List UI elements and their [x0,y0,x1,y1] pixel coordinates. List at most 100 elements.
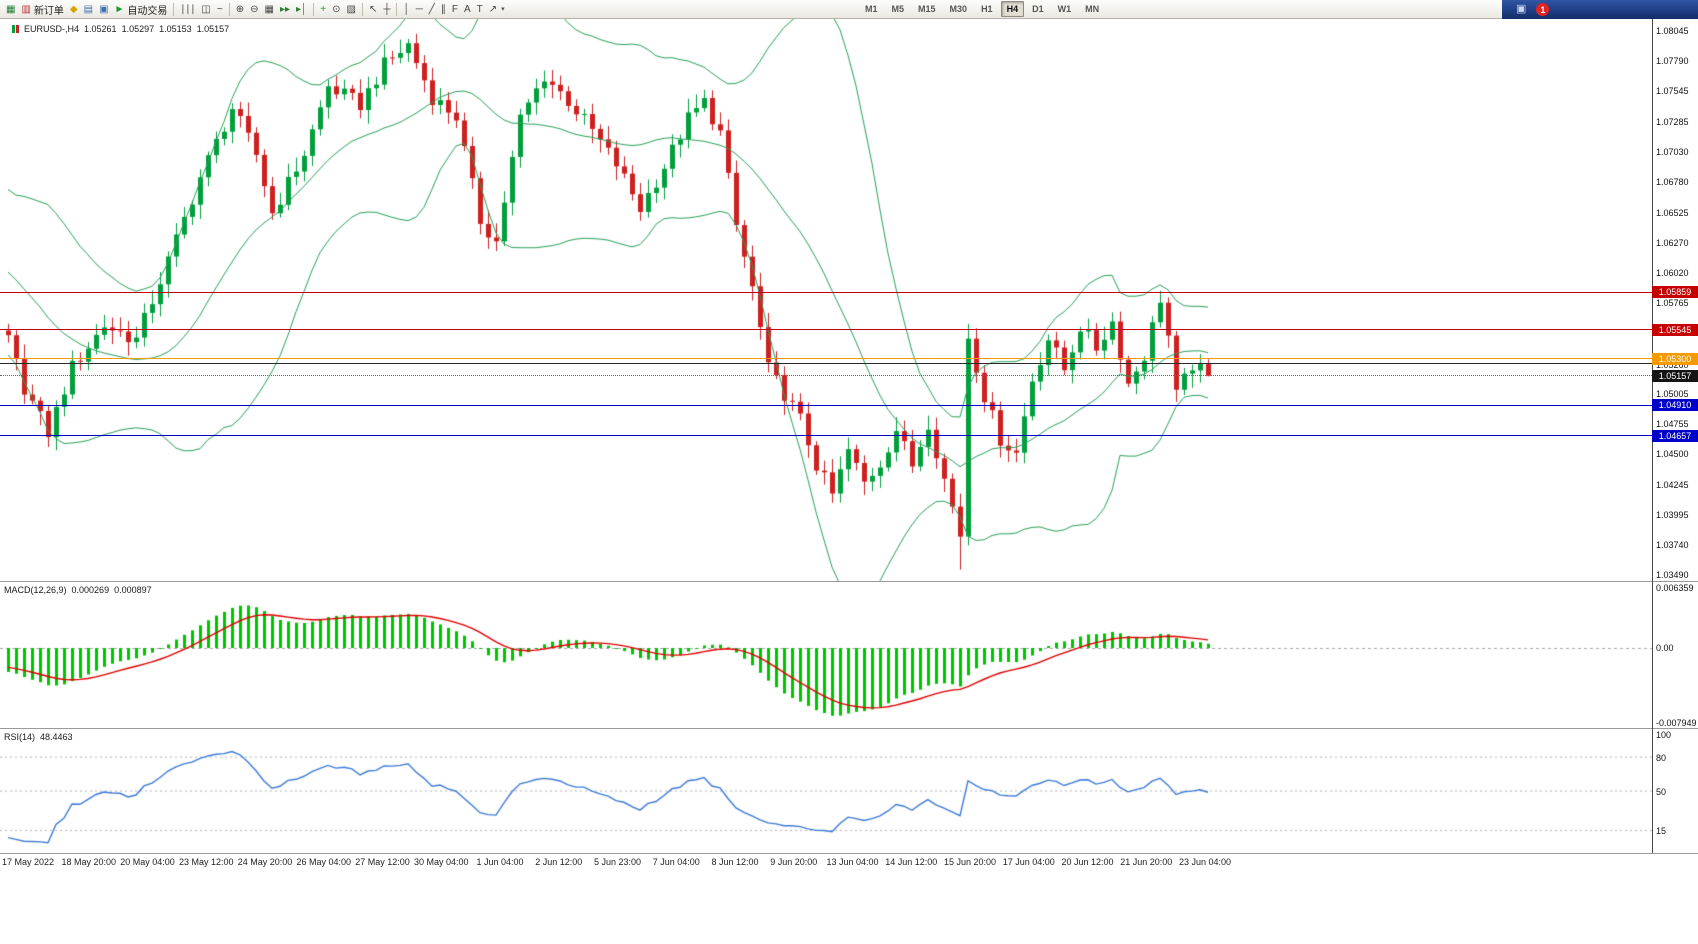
fibonacci-icon: F [451,3,458,15]
pane-separator[interactable] [0,853,1698,854]
date-axis-label: 20 May 04:00 [120,857,175,867]
chart-ohlc-header: EURUSD-,H4 1.05261 1.05297 1.05153 1.051… [12,24,229,34]
pane-separator[interactable] [0,728,1698,729]
market-watch-button[interactable]: ▤ [81,1,96,18]
resistance-line-1[interactable] [0,291,1652,293]
support-line-2[interactable] [0,435,1652,437]
date-axis-label: 24 May 20:00 [237,857,293,867]
market-watch-icon: ▤ [83,3,94,15]
timeframe-m30-button[interactable]: M30 [949,4,968,14]
price-axis-label: 1.03740 [1656,540,1689,551]
price-axis-label: 1.06020 [1656,267,1689,278]
line-chart-icon: ~ [216,3,223,15]
support-line-1[interactable] [0,404,1652,406]
low-value: 1.05153 [159,24,192,34]
current-price-line[interactable] [0,375,1652,377]
timeframe-m5-button[interactable]: M5 [891,4,905,14]
zoom-out-button[interactable]: ⊖ [247,1,261,18]
tile-windows-button[interactable]: ▦ [262,1,277,18]
zoom-in-button[interactable]: ⊕ [233,1,247,18]
macd-label: MACD(12,26,9) [4,585,67,595]
macd-axis-label: 0.006359 [1656,583,1694,593]
rsi-header: RSI(14) 48.4463 [4,732,73,742]
date-axis-label: 15 Jun 20:00 [943,857,997,867]
macd-canvas[interactable] [0,582,1652,728]
trendline-button[interactable]: ╱ [426,1,438,18]
horizontal-line-icon: ─ [415,3,423,15]
price-axis-label: 1.07790 [1656,56,1689,67]
data-window-icon: ▣ [99,3,109,15]
timeframe-w1-button[interactable]: W1 [1057,4,1072,14]
timeframe-m15-button[interactable]: M15 [918,4,936,14]
open-level-line[interactable] [0,363,1652,365]
profiles-button[interactable]: ◆ [67,1,81,18]
resistance-line-2[interactable] [0,329,1652,331]
rsi-value: 48.4463 [40,732,73,742]
timeframe-mn-button[interactable]: MN [1085,4,1100,14]
candlestick-chart-icon: ◫ [201,3,211,15]
timeframe-m1-button[interactable]: M1 [865,4,878,14]
price-axis-label: 1.03490 [1656,570,1689,580]
add-indicator-button[interactable]: + [317,1,329,18]
price-axis-label: 1.06270 [1656,237,1689,248]
candlestick-chart-button[interactable]: ◫ [198,1,213,18]
rsi-axis-label: 15 [1656,826,1667,837]
rsi-label: RSI(14) [4,732,36,742]
add-indicator-icon: + [320,3,327,15]
text-label-button[interactable]: T [474,1,486,18]
community-icon[interactable]: ▣ [1516,3,1527,15]
timeframe-h1-button[interactable]: H1 [981,4,993,14]
pivot-line[interactable] [0,358,1652,360]
notification-badge[interactable]: 1 [1536,3,1550,16]
zoom-out-icon: ⊖ [250,3,259,15]
price-axis-label: 1.03995 [1656,509,1689,520]
text-label-icon: T [476,3,483,15]
price-axis-label: 1.06780 [1656,177,1689,188]
text-button[interactable]: A [461,1,474,18]
date-axis[interactable]: 17 May 2022 18 May 20:00 20 May 04:00 23 Ma… [0,856,1698,872]
horizontal-line-button[interactable]: ─ [413,1,426,18]
line-chart-button[interactable]: ~ [214,1,226,18]
fibonacci-button[interactable]: F [449,1,461,18]
timeframe-d1-button[interactable]: D1 [1032,4,1044,14]
data-window-button[interactable]: ▣ [96,1,111,18]
date-axis-label: 23 May 12:00 [178,857,234,867]
vertical-line-button[interactable]: │ [400,1,412,18]
timeframe-h4-button[interactable]: H4 [1000,1,1025,17]
macd-axis-label: -0.007949 [1656,718,1697,728]
autotrading-button-label: 自动交易 [127,5,168,17]
price-axis-label: 1.04245 [1656,479,1689,490]
price-axis-label: 1.05765 [1656,298,1689,309]
templates-button[interactable]: ▨ [344,1,359,18]
trendline-icon: ╱ [428,3,435,15]
arrows-button[interactable]: ↗ ▾ [486,1,508,18]
channel-icon: ∥ [440,3,446,15]
toolbar-separator [396,2,398,16]
arrows-icon: ↗ [488,3,498,15]
bar-chart-button[interactable]: ∣∣∣ [177,1,198,18]
auto-scroll-button[interactable]: ▸▸ [277,1,293,18]
price-chart-canvas[interactable] [0,19,1652,581]
date-axis-label: 26 May 04:00 [296,857,352,867]
chart-shift-button[interactable]: ▸│ [293,1,310,18]
price-axis-label: 1.07285 [1656,116,1689,127]
crosshair-button[interactable]: ┼ [380,1,393,18]
zoom-in-icon: ⊕ [235,3,245,15]
cursor-icon: ↖ [368,3,378,15]
new-order-button[interactable]: ▥ 新订单 [18,1,66,18]
rsi-canvas[interactable] [0,729,1652,853]
main-toolbar: ▦ ▥ 新订单 ◆ ▤ ▣ ► 自动交易 ∣∣∣ ◫ ~ ⊕ ⊖ ▦ ▸▸ ▸│ + ⊙ ▨ ↖ ┼ │ ─ ╱ ∥ F A T ↗ ▾ … [0,0,1698,19]
date-axis-label: 20 Jun 12:00 [1061,857,1114,867]
autotrading-button[interactable]: ► 自动交易 [112,1,171,18]
new-chart-button[interactable]: ▦ [3,1,18,18]
chevron-down-icon[interactable]: ▾ [501,6,505,13]
date-axis-label: 30 May 04:00 [413,857,469,867]
new-order-button-label: 新订单 [33,5,64,17]
periods-button[interactable]: ⊙ [329,1,343,18]
pane-separator[interactable] [0,581,1698,582]
date-axis-label: 8 Jun 12:00 [711,857,759,867]
channel-button[interactable]: ∥ [438,1,449,18]
cursor-button[interactable]: ↖ [366,1,380,18]
price-axis-label: 1.04755 [1656,418,1689,429]
